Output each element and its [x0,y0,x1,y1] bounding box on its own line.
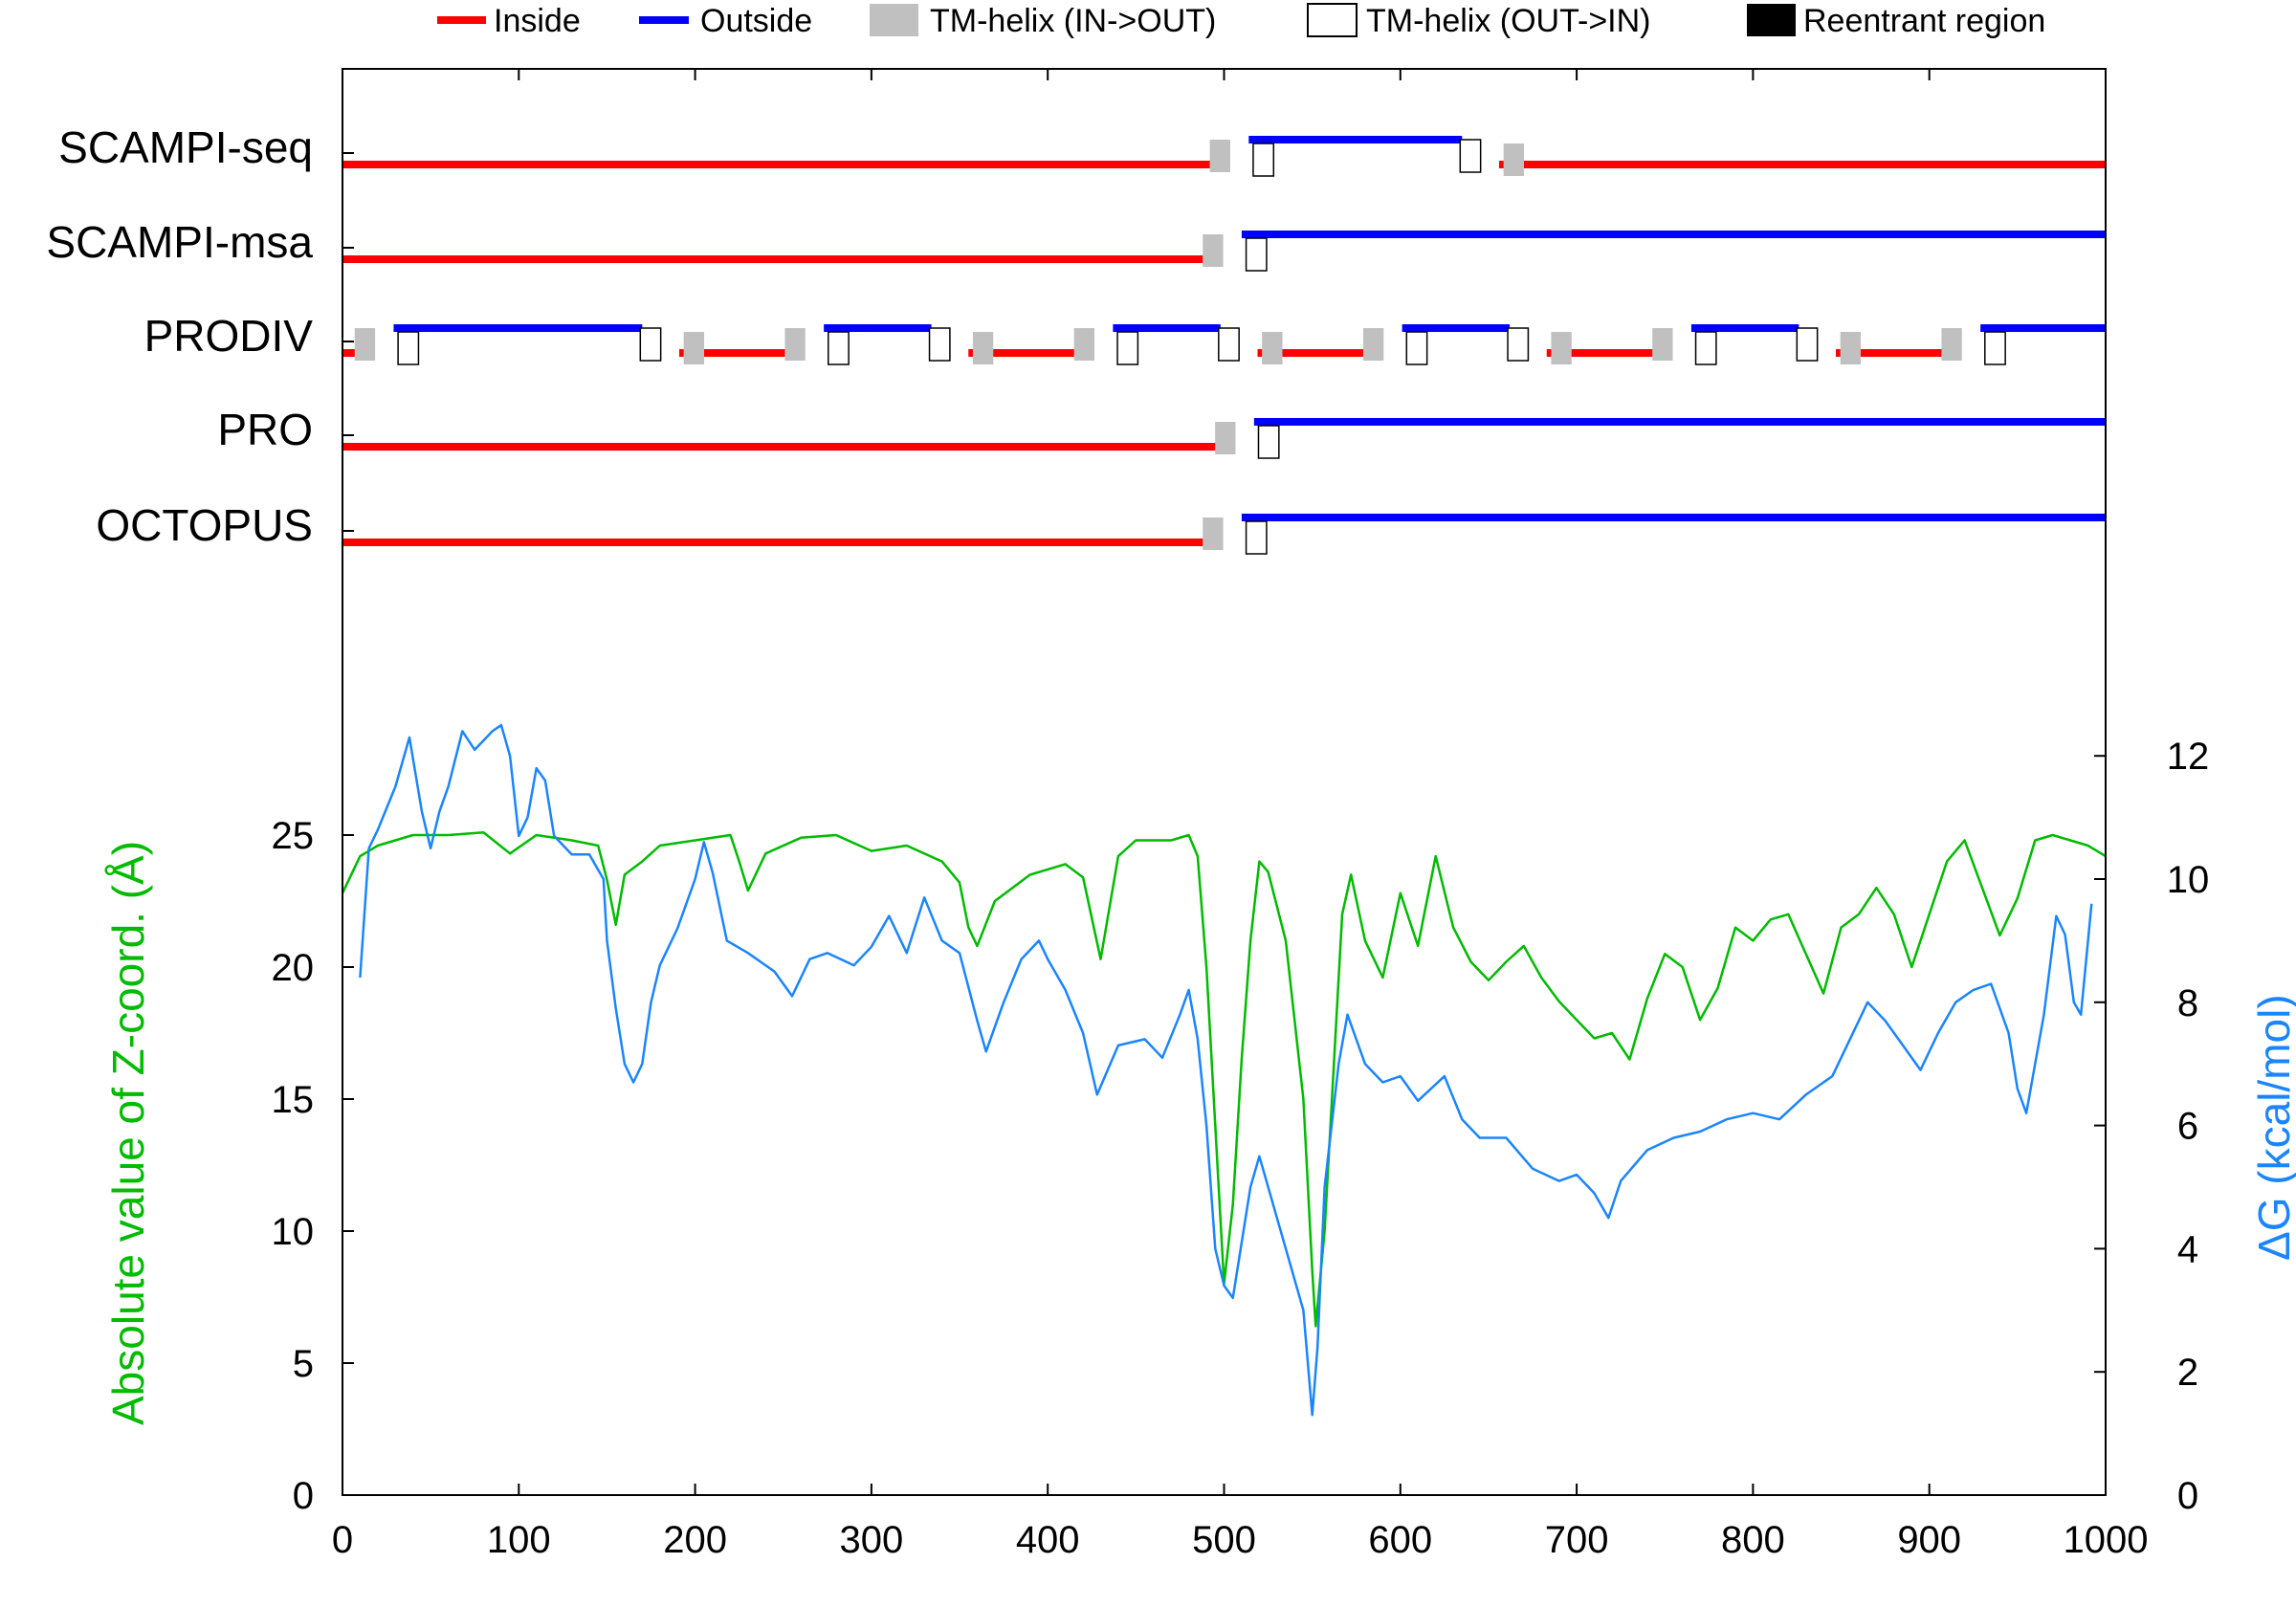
tm-helix-box [1459,139,1482,173]
tm-helix-box [639,327,662,362]
track-pro: PRO [217,405,2106,459]
tm-helix-box [1551,332,1572,364]
legend-inside-label: Inside [494,3,581,39]
legend-tm-in-out-swatch [870,4,918,36]
x-tick-label: 1000 [2064,1519,2149,1561]
tm-helix-box [1218,327,1240,362]
tm-helix-box [354,328,376,361]
y-left-tick-label: 5 [293,1343,314,1385]
tm-helix-box [828,331,850,365]
x-tick-label: 0 [332,1519,353,1561]
tm-helix-box [784,328,806,361]
delta-g-line [359,723,2093,1417]
chart-legend: Inside Outside TM-helix (IN->OUT) TM-hel… [437,3,2045,39]
tm-helix-box [1203,234,1224,267]
tm-helix-box [1215,422,1236,454]
tm-helix-box [397,331,420,365]
tm-helix-box [972,332,994,364]
tm-helix-box [1840,332,1862,364]
tm-helix-box [1503,143,1525,176]
legend-outside-label: Outside [700,3,812,39]
legend-reentrant-swatch [1747,4,1796,36]
y-right-tick-label: 10 [2167,859,2210,901]
tm-helix-box [1262,332,1283,364]
tm-helix-box [1252,143,1275,177]
y-left-axis-title: Absolute value of Z-coord. (Å) [103,841,153,1425]
tm-helix-box [1257,425,1280,459]
y-left-tick-label: 25 [272,815,315,857]
track-label-prodiv: PRODIV [144,311,314,361]
y-right-tick-label: 8 [2177,982,2198,1024]
tm-helix-box [1796,327,1819,362]
y-right-axis-title: ΔG (kcal/mol) [2249,994,2296,1261]
x-tick-label: 400 [1016,1519,1080,1561]
track-scampi-msa: SCAMPI-msa [46,217,2106,272]
x-tick-label: 600 [1368,1519,1432,1561]
tm-helix-box [1073,328,1095,361]
tm-helix-box [1941,328,1962,361]
x-tick-label: 800 [1721,1519,1785,1561]
tm-helix-box [683,332,705,364]
profile-curves [341,723,2107,1417]
tm-helix-box [1116,331,1139,365]
y-right-tick-label: 2 [2177,1352,2198,1394]
track-scampi-seq: SCAMPI-seq [58,122,2106,177]
tm-helix-box [1362,328,1384,361]
x-tick-label: 200 [663,1519,727,1561]
tm-helix-box [1507,327,1530,362]
track-octopus: OCTOPUS [96,500,2106,555]
y-left-tick-label: 0 [293,1475,314,1517]
x-tick-label: 100 [487,1519,551,1561]
y-right-tick-label: 6 [2177,1106,2198,1148]
legend-tm-out-in-label: TM-helix (OUT->IN) [1366,3,1651,39]
y-right-tick-label: 12 [2167,736,2210,778]
legend-tm-in-out-label: TM-helix (IN->OUT) [930,3,1216,39]
y-left-tick-label: 10 [272,1211,315,1253]
y-right-tick-label: 0 [2177,1475,2198,1517]
tm-helix-box [928,327,951,362]
track-label-scampi-msa: SCAMPI-msa [46,217,313,267]
y-left-tick-label: 15 [272,1079,315,1121]
tm-helix-box [1405,331,1428,365]
x-tick-label: 300 [840,1519,904,1561]
topology-tracks: SCAMPI-seq SCAMPI-msa PRODIV PRO OCTOPUS [46,122,2106,555]
y-left-tick-label: 20 [272,947,315,989]
track-label-pro: PRO [217,405,313,454]
tm-helix-box [1245,520,1268,555]
tm-helix-box [1209,140,1230,172]
track-label-scampi-seq: SCAMPI-seq [58,122,313,172]
legend-tm-out-in-swatch [1307,3,1358,37]
tm-helix-box [1203,517,1224,550]
y-right-tick-label: 4 [2177,1228,2198,1270]
tm-helix-box [1245,237,1268,272]
track-label-octopus: OCTOPUS [96,500,313,550]
tm-helix-box [1652,328,1673,361]
legend-reentrant-label: Reentrant region [1803,3,2045,39]
axes: 0 100 200 300 400 500 600 700 800 900 100005101520… [272,69,2210,1561]
x-tick-label: 900 [1897,1519,1961,1561]
z-coordinate-line [341,830,2107,1328]
x-tick-label: 500 [1192,1519,1256,1561]
track-prodiv: PRODIV [144,311,2106,365]
x-tick-label: 700 [1545,1519,1609,1561]
tm-helix-box [1694,331,1717,365]
tm-helix-box [1984,331,2006,365]
